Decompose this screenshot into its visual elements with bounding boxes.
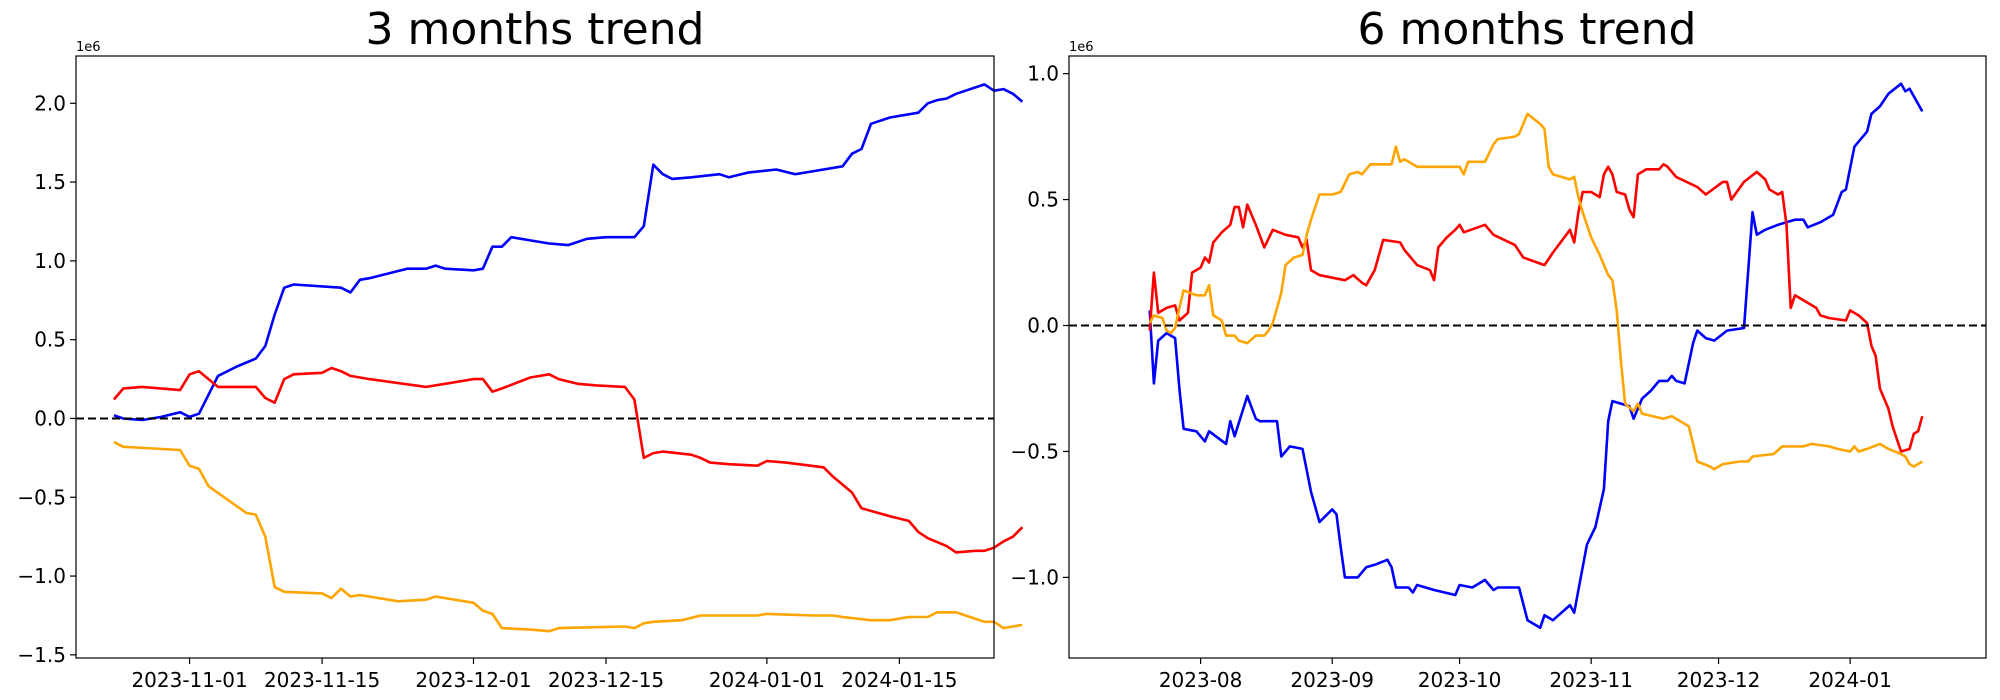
x-tick-label: 2024-01 bbox=[1808, 668, 1892, 692]
x-tick-label: 2023-11-01 bbox=[131, 668, 247, 692]
chart-6-months: 6 months trend 1e6 −1.0 −0.5 0.0 0.5 1.0 2023… bbox=[1010, 4, 1987, 692]
y-offset-label: 1e6 bbox=[76, 40, 101, 55]
series-line-2 bbox=[1148, 112, 1923, 471]
y-tick-label: 0.5 bbox=[1027, 188, 1059, 212]
x-tick-label: 2023-12 bbox=[1677, 668, 1761, 692]
y-tick-label: 2.0 bbox=[34, 91, 66, 115]
y-tick-label: 1.0 bbox=[1027, 62, 1059, 86]
y-offset-label: 1e6 bbox=[1069, 40, 1094, 55]
y-tick-label: −0.5 bbox=[1010, 439, 1059, 463]
x-tick-label: 2024-01-01 bbox=[709, 668, 825, 692]
x-tick-label: 2023-12-01 bbox=[415, 668, 531, 692]
x-tick-label: 2023-11 bbox=[1549, 668, 1633, 692]
x-tick-label: 2024-01-15 bbox=[841, 668, 957, 692]
y-tick-label: 1.0 bbox=[34, 249, 66, 273]
series-line-1 bbox=[1148, 163, 1924, 453]
chart-title: 3 months trend bbox=[366, 4, 705, 55]
x-tick-label: 2023-10 bbox=[1418, 668, 1502, 692]
y-tick-label: −1.0 bbox=[1010, 565, 1059, 589]
series-line-0 bbox=[1148, 82, 1924, 630]
x-tick-label: 2023-08 bbox=[1159, 668, 1243, 692]
x-tick-label: 2023-11-15 bbox=[264, 668, 380, 692]
y-tick-label: 0.5 bbox=[34, 328, 66, 352]
chart-title: 6 months trend bbox=[1358, 4, 1697, 55]
chart-3-months: 3 months trend 1e6 −1.5 −1.0 −0.5 0.0 0.5 1.0… bbox=[17, 4, 1024, 692]
series-line-2 bbox=[113, 440, 1023, 633]
y-tick-label: −1.5 bbox=[17, 643, 66, 667]
series-line-1 bbox=[112, 366, 1024, 554]
x-tick-label: 2023-12-15 bbox=[548, 668, 664, 692]
y-tick-label: −0.5 bbox=[17, 485, 66, 509]
y-tick-label: 0.0 bbox=[1027, 314, 1059, 338]
y-tick-label: −1.0 bbox=[17, 564, 66, 588]
plot-frame bbox=[1068, 55, 1987, 659]
series-line-0 bbox=[113, 83, 1024, 422]
x-tick-label: 2023-09 bbox=[1290, 668, 1374, 692]
y-tick-label: 0.0 bbox=[34, 406, 66, 430]
plot-frame bbox=[75, 55, 995, 659]
y-tick-label: 1.5 bbox=[34, 170, 66, 194]
